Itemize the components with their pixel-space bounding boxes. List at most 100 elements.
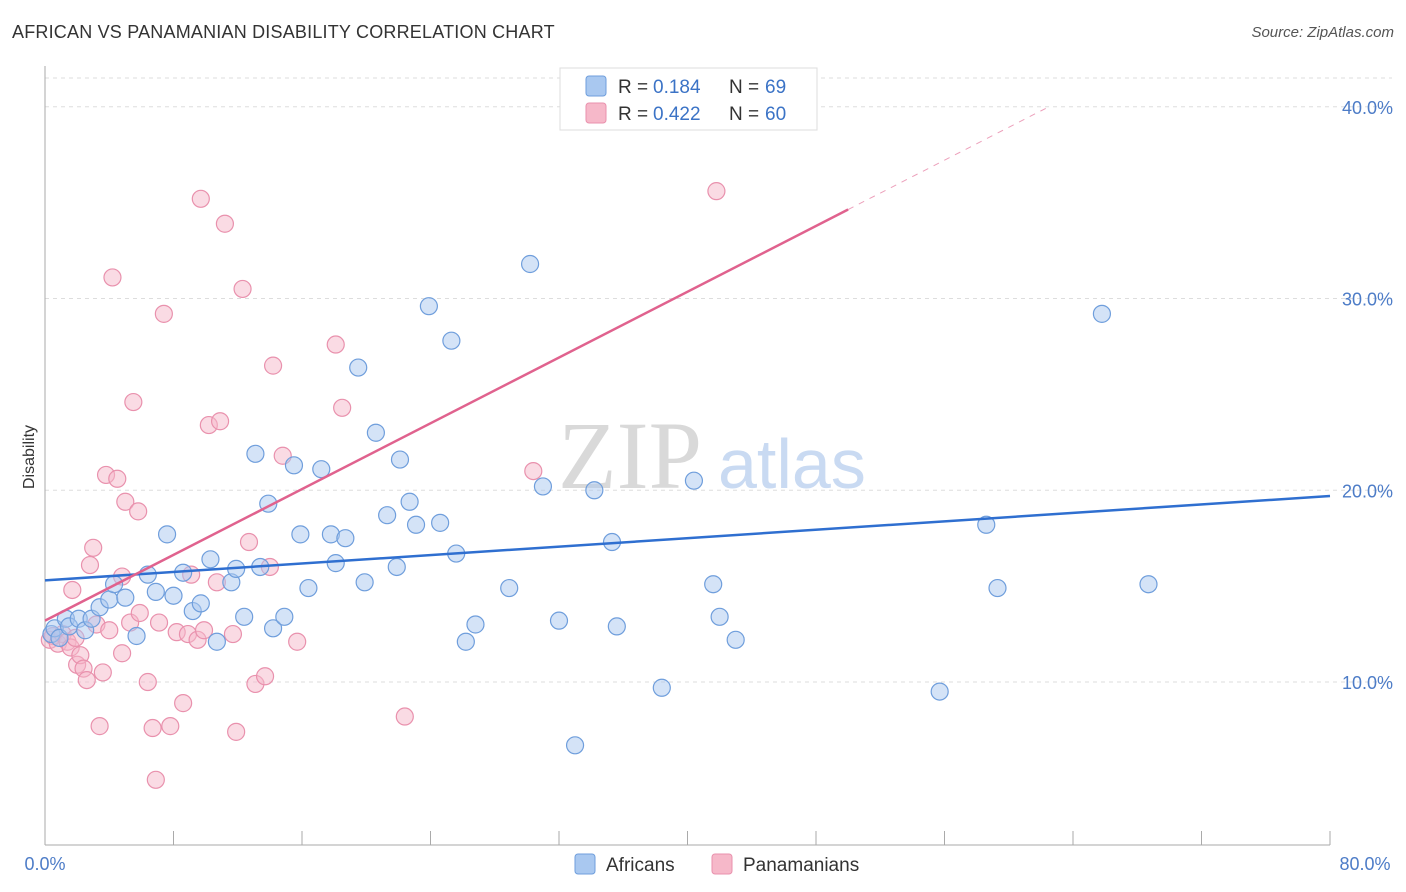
watermark-atlas: atlas — [718, 425, 866, 503]
legend-swatch-pink — [585, 102, 607, 124]
africans-point — [127, 626, 146, 646]
africans-point — [1139, 575, 1158, 594]
series-panamanians-points — [40, 182, 726, 789]
africans-point — [1092, 304, 1112, 323]
africans-point — [378, 506, 397, 525]
panamanians-point — [239, 532, 259, 552]
africans-point — [549, 611, 569, 630]
africans-point — [442, 331, 461, 350]
africans-point — [565, 736, 585, 755]
panamanians-point — [130, 603, 149, 623]
panamanians-point — [146, 770, 165, 789]
legend-swatch-panamanians — [711, 853, 733, 875]
panamanians-point — [124, 392, 143, 412]
panamanians-point — [194, 621, 214, 640]
y-tick-label: 30.0% — [1342, 290, 1393, 310]
africans-point — [419, 297, 438, 316]
panamanians-point — [233, 279, 252, 299]
legend-swatch-blue — [585, 75, 607, 97]
panamanians-point — [63, 580, 82, 600]
legend-n-value: 60 — [765, 104, 786, 125]
panamanians-point — [215, 214, 234, 233]
panamanians-point — [100, 621, 119, 640]
panamanians-point — [77, 670, 96, 690]
panamanians-point — [138, 672, 157, 692]
panamanians-point — [174, 694, 193, 713]
africans-point — [116, 588, 135, 607]
panamanians-point — [223, 624, 243, 644]
y-tick-label: 10.0% — [1342, 673, 1393, 693]
panamanians-point — [333, 398, 352, 417]
x-tick-labels: 0.0% 80.0% — [24, 854, 1390, 874]
panamanians-point — [227, 722, 246, 741]
legend-africans: Africans — [606, 855, 675, 876]
y-tick-labels: 10.0% 20.0% 30.0% 40.0% — [1342, 98, 1393, 693]
africans-point — [246, 444, 265, 463]
africans-point — [207, 632, 226, 651]
panamanians-point — [108, 469, 127, 488]
africans-point — [456, 632, 475, 651]
panamanians-trend-line — [44, 208, 849, 622]
africans-point — [100, 590, 119, 609]
trend-lines — [44, 106, 1331, 622]
africans-point — [312, 460, 331, 479]
panamanians-point — [161, 717, 180, 736]
africans-point — [500, 578, 519, 598]
y-tick-label: 20.0% — [1342, 481, 1393, 501]
africans-point — [191, 594, 210, 613]
legend-swatch-africans — [574, 853, 596, 875]
watermark-zip: ZIP — [558, 402, 702, 509]
panamanians-point — [93, 663, 112, 682]
africans-point — [977, 515, 996, 534]
panamanians-point — [707, 182, 726, 201]
panamanians-point — [191, 189, 210, 208]
panamanians-point — [149, 613, 169, 632]
legend-top: R = 0.184 N = 69 R = 0.422 N = 60 — [559, 67, 818, 131]
panamanians-point — [288, 632, 307, 651]
africans-point — [652, 678, 671, 697]
africans-point — [235, 607, 254, 626]
africans-point — [157, 525, 177, 544]
africans-point — [299, 578, 318, 598]
africans-point — [466, 615, 485, 634]
africans-point — [684, 471, 704, 490]
x-tick-label: 0.0% — [24, 854, 65, 874]
axes — [44, 66, 1331, 846]
panamanians-point — [103, 268, 122, 287]
legend-panamanians: Panamanians — [743, 855, 859, 876]
africans-point — [275, 607, 294, 626]
legend-r-value: 0.184 — [653, 77, 701, 98]
legend-r-label: R = — [618, 104, 648, 125]
africans-point — [387, 557, 406, 577]
africans-point — [366, 423, 385, 442]
panamanians-point — [210, 412, 230, 431]
africans-point — [284, 456, 304, 475]
source-label: Source: ZipAtlas.com — [1251, 24, 1394, 41]
africans-point — [201, 550, 220, 569]
africans-point — [988, 578, 1007, 598]
africans-point — [390, 450, 410, 469]
africans-point — [431, 513, 450, 532]
panamanians-point — [80, 555, 100, 575]
africans-trend-line — [44, 494, 1331, 582]
africans-point — [585, 481, 604, 500]
africans-point — [520, 254, 540, 274]
africans-point — [533, 477, 553, 496]
africans-point — [326, 554, 345, 573]
africans-point — [355, 573, 374, 592]
x-tick-label: 80.0% — [1339, 854, 1390, 874]
africans-point — [406, 515, 426, 534]
panamanians-point — [255, 667, 275, 686]
africans-point — [400, 492, 419, 511]
panamanians-point — [326, 335, 345, 354]
africans-point — [726, 630, 745, 649]
legend-n-value: 69 — [765, 77, 786, 98]
panamanians-point — [90, 717, 109, 736]
legend-n-label: N = — [729, 77, 759, 98]
panamanians-point — [154, 304, 173, 323]
africans-point — [704, 575, 723, 594]
legend-bottom: Africans Panamanians — [574, 853, 859, 876]
africans-point — [263, 619, 283, 638]
chart-title: AFRICAN VS PANAMANIAN DISABILITY CORRELA… — [12, 22, 555, 42]
panamanians-point — [116, 492, 135, 511]
